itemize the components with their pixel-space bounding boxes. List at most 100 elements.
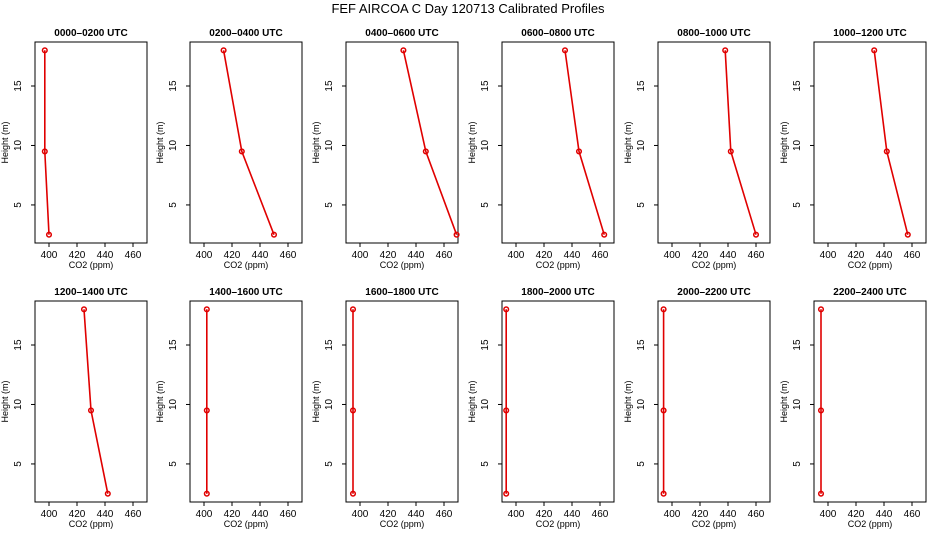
plot-frame (345, 41, 459, 244)
y-tick-label: 10 (13, 139, 24, 151)
panel-grid: 0000–0200 UTC 400 420 440 460 5 10 15 CO2 (ppm) H… (0, 28, 927, 529)
x-tick-label: 400 (196, 250, 213, 261)
data-point (660, 407, 667, 414)
data-point (503, 306, 510, 313)
x-axis-label: CO2 (ppm) (224, 260, 269, 270)
x-axis-label: CO2 (ppm) (692, 260, 737, 270)
x-tick-label: 440 (564, 250, 581, 261)
y-tick-label: 5 (324, 461, 335, 467)
y-axis-label: Height (m) (0, 121, 10, 163)
panel-4: 0600–0800 UTC 400 420 440 460 5 10 15 CO2 (ppm) H… (467, 28, 615, 270)
x-tick-label: 460 (436, 509, 453, 520)
x-tick-label: 400 (508, 509, 525, 520)
panel-title: 0200–0400 UTC (209, 28, 282, 39)
x-axis-label: CO2 (ppm) (536, 519, 581, 529)
y-tick-label: 15 (324, 80, 335, 92)
x-axis-label: CO2 (ppm) (848, 519, 893, 529)
data-point (883, 148, 890, 155)
x-tick-label: 440 (252, 509, 269, 520)
plot-frame (813, 41, 927, 244)
panel-2: 0200–0400 UTC 400 420 440 460 5 10 15 CO2 (ppm) H… (155, 28, 303, 270)
y-tick-label: 5 (636, 461, 647, 467)
x-tick-label: 460 (904, 509, 921, 520)
x-tick-label: 420 (224, 509, 241, 520)
data-point (561, 47, 569, 54)
y-tick-label: 10 (480, 398, 491, 410)
panel-12: 2200–2400 UTC 400 420 440 460 5 10 15 CO2 (ppm) H… (779, 287, 927, 529)
y-axis-label: Height (m) (155, 380, 165, 422)
plot-frame (189, 41, 303, 244)
x-tick-label: 460 (280, 509, 297, 520)
y-tick-label: 10 (324, 398, 335, 410)
x-tick-label: 440 (97, 250, 114, 261)
x-tick-label: 420 (536, 509, 553, 520)
panel-7: 1200–1400 UTC 400 420 440 460 5 10 15 CO2 (ppm) H… (0, 287, 148, 529)
y-tick-label: 15 (168, 339, 179, 351)
x-tick-label: 460 (592, 509, 609, 520)
y-axis-label: Height (m) (623, 121, 633, 163)
x-tick-label: 400 (508, 250, 525, 261)
y-tick-label: 10 (168, 398, 179, 410)
x-axis-label: CO2 (ppm) (69, 519, 114, 529)
y-tick-label: 10 (792, 139, 803, 151)
profile-line (724, 50, 757, 235)
panel-title: 0400–0600 UTC (365, 28, 438, 39)
data-point (203, 490, 210, 497)
data-point (660, 306, 667, 313)
plot-frame (34, 300, 148, 503)
x-tick-label: 420 (69, 250, 86, 261)
data-point (203, 306, 210, 313)
y-tick-label: 5 (480, 202, 491, 208)
y-tick-label: 15 (324, 339, 335, 351)
data-point (727, 148, 734, 155)
x-tick-label: 440 (408, 509, 425, 520)
data-point (41, 148, 48, 155)
data-point (817, 490, 825, 497)
panel-9: 1600–1800 UTC 400 420 440 460 5 10 15 CO2 (ppm) H… (311, 287, 459, 529)
x-tick-label: 440 (252, 250, 269, 261)
data-point (503, 407, 510, 414)
y-tick-label: 15 (792, 339, 803, 351)
x-tick-label: 440 (876, 250, 893, 261)
panel-11: 2000–2200 UTC 400 420 440 460 5 10 15 CO2 (ppm) H… (623, 287, 771, 529)
profile-line (873, 50, 909, 235)
data-point (349, 490, 357, 497)
data-point (270, 231, 278, 238)
y-tick-label: 15 (480, 339, 491, 351)
x-tick-label: 420 (848, 250, 865, 261)
y-tick-label: 5 (13, 461, 24, 467)
y-tick-label: 15 (792, 80, 803, 92)
x-tick-label: 460 (904, 250, 921, 261)
x-tick-label: 460 (125, 250, 142, 261)
x-tick-label: 440 (564, 509, 581, 520)
y-tick-label: 10 (324, 139, 335, 151)
y-tick-label: 5 (13, 202, 24, 208)
x-axis-label: CO2 (ppm) (692, 519, 737, 529)
y-axis-label: Height (m) (311, 380, 321, 422)
x-tick-label: 400 (820, 250, 837, 261)
plot-frame (189, 300, 303, 503)
x-tick-label: 460 (125, 509, 142, 520)
plot-frame (501, 300, 615, 503)
x-tick-label: 420 (69, 509, 86, 520)
y-tick-label: 15 (636, 80, 647, 92)
y-tick-label: 10 (792, 398, 803, 410)
data-point (203, 407, 210, 414)
x-axis-label: CO2 (ppm) (848, 260, 893, 270)
data-point (349, 407, 357, 414)
x-tick-label: 420 (380, 250, 397, 261)
y-tick-label: 15 (636, 339, 647, 351)
y-tick-label: 10 (480, 139, 491, 151)
plot-frame (657, 300, 771, 503)
data-point (80, 306, 88, 313)
data-point (349, 306, 357, 313)
x-tick-label: 440 (720, 509, 737, 520)
x-axis-label: CO2 (ppm) (69, 260, 114, 270)
panel-title: 0000–0200 UTC (54, 28, 127, 39)
x-tick-label: 420 (692, 250, 709, 261)
x-axis-label: CO2 (ppm) (380, 519, 425, 529)
y-axis-label: Height (m) (779, 121, 789, 163)
panel-title: 1200–1400 UTC (54, 287, 127, 298)
y-axis-label: Height (m) (467, 380, 477, 422)
y-tick-label: 10 (636, 139, 647, 151)
